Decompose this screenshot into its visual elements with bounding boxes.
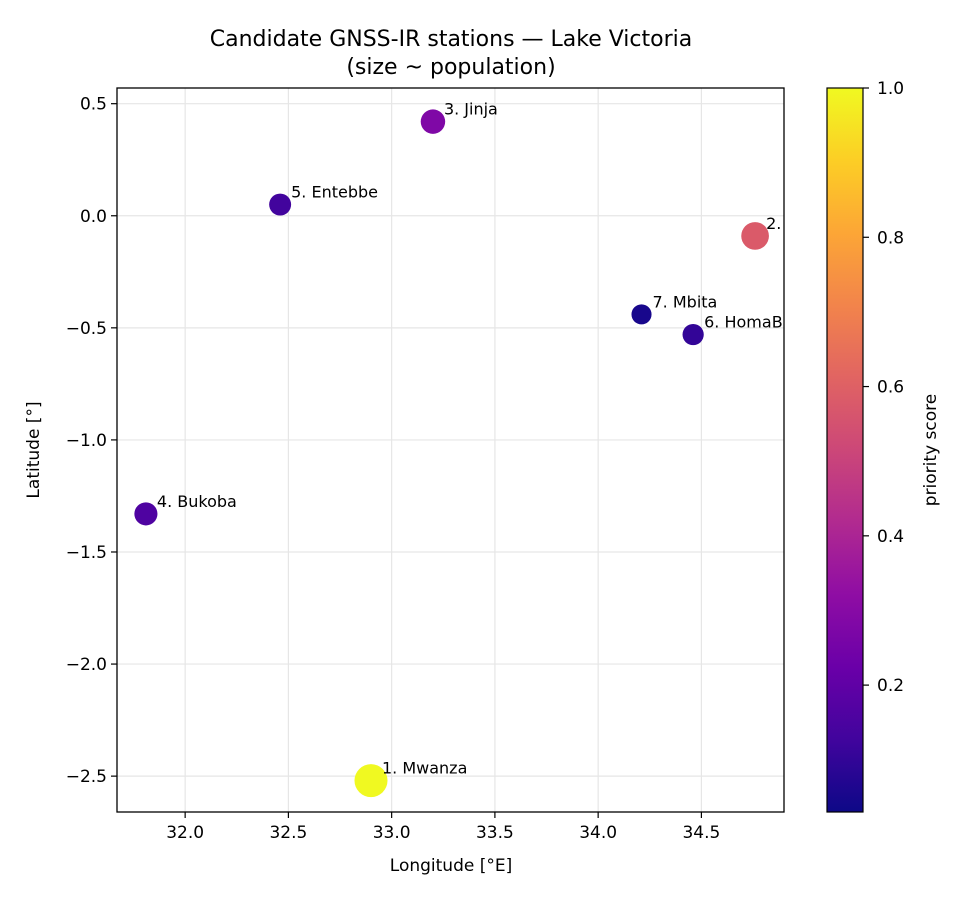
y-tick-label: −0.5 [66,319,107,339]
station-label: 7. Mbita [653,292,718,311]
colorbar-label: priority score [921,394,941,506]
station-point [420,109,446,134]
station-point [682,323,704,346]
y-tick-label: −1.5 [66,543,107,563]
station-point [354,764,388,798]
station-label: 2. Kisumu [766,214,846,233]
chart-subtitle: (size ~ population) [346,55,555,80]
y-tick-label: 0.0 [80,207,107,227]
x-tick-label: 34.0 [579,823,617,843]
x-tick-label: 32.0 [166,823,204,843]
colorbar-tick-label: 0.8 [877,228,904,248]
y-tick-label: 0.5 [80,95,107,115]
colorbar-tick-label: 0.4 [877,527,904,547]
colorbar-tick-label: 0.2 [877,676,904,696]
y-axis-label: Latitude [°] [24,401,44,498]
plot-frame [116,87,785,813]
colorbar-tick-label: 0.6 [877,378,904,398]
x-tick-label: 34.5 [682,823,720,843]
colorbar-tick-label: 1.0 [877,79,904,99]
station-point [631,304,652,325]
colorbar-ticks: 0.2 0.4 0.6 0.8 1.0 [863,79,904,696]
station-label: 1. Mwanza [382,759,467,778]
colorbar [826,87,864,813]
x-tick-label: 33.0 [373,823,411,843]
y-tick-label: −1.0 [66,431,107,451]
y-axis: 0.5 0.0 −0.5 −1.0 −1.5 −2.0 −2.5 [66,95,117,787]
y-tick-label: −2.0 [66,655,107,675]
chart-title: Candidate GNSS-IR stations — Lake Victor… [210,27,693,52]
station-label: 4. Bukoba [157,492,237,511]
station-label: 6. HomaBay [704,313,802,332]
grid [117,88,784,812]
station-label: 3. Jinja [444,100,498,119]
station-label: 5. Entebbe [291,183,378,202]
x-tick-label: 33.5 [476,823,514,843]
station-point [269,193,292,216]
x-axis-label: Longitude [°E] [390,856,512,876]
station-point [134,502,158,526]
x-axis: 32.0 32.5 33.0 33.5 34.0 34.5 [166,812,720,843]
points: 1. Mwanza 2. Kisumu 3. Jinja 4. Bukoba 5. En… [134,100,846,798]
station-point [741,222,769,250]
y-tick-label: −2.5 [66,767,107,787]
x-tick-label: 32.5 [269,823,307,843]
